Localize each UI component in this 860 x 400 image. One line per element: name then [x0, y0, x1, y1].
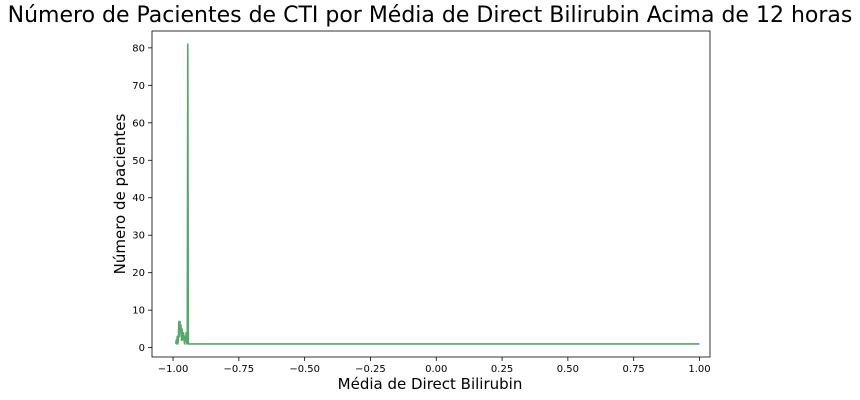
y-tick-label: 70 [132, 81, 145, 92]
plot-area [151, 30, 711, 358]
x-axis-ticks: −1.00 −0.75 −0.50 −0.25 0.00 0.25 0.50 0.75 1.00 [158, 357, 711, 375]
y-axis-ticks: 0 10 20 30 40 50 60 70 80 [132, 43, 152, 354]
x-tick-label: 1.00 [688, 364, 710, 375]
x-tick-label: 0.25 [491, 364, 513, 375]
x-tick-label: −0.50 [289, 364, 320, 375]
y-axis-label: Número de pacientes [111, 113, 129, 274]
x-tick-label: −1.00 [158, 364, 189, 375]
y-tick-label: 40 [132, 193, 145, 204]
y-tick-label: 50 [132, 156, 145, 167]
x-tick-label: −0.25 [355, 364, 386, 375]
x-tick-label: −0.75 [224, 364, 255, 375]
series-line [174, 43, 700, 345]
series-layer [174, 43, 700, 345]
x-tick-label: 0.75 [623, 364, 645, 375]
y-tick-label: 60 [132, 118, 145, 129]
chart-title: Número de Pacientes de CTI por Média de … [7, 3, 853, 28]
y-tick-label: 20 [132, 268, 145, 279]
x-axis-label: Média de Direct Bilirubin [338, 375, 523, 393]
x-tick-label: 0.50 [557, 364, 579, 375]
y-tick-label: 30 [132, 231, 145, 242]
y-tick-label: 80 [132, 43, 145, 54]
x-tick-label: 0.00 [425, 364, 447, 375]
y-tick-label: 10 [132, 306, 145, 317]
y-tick-label: 0 [139, 343, 145, 354]
